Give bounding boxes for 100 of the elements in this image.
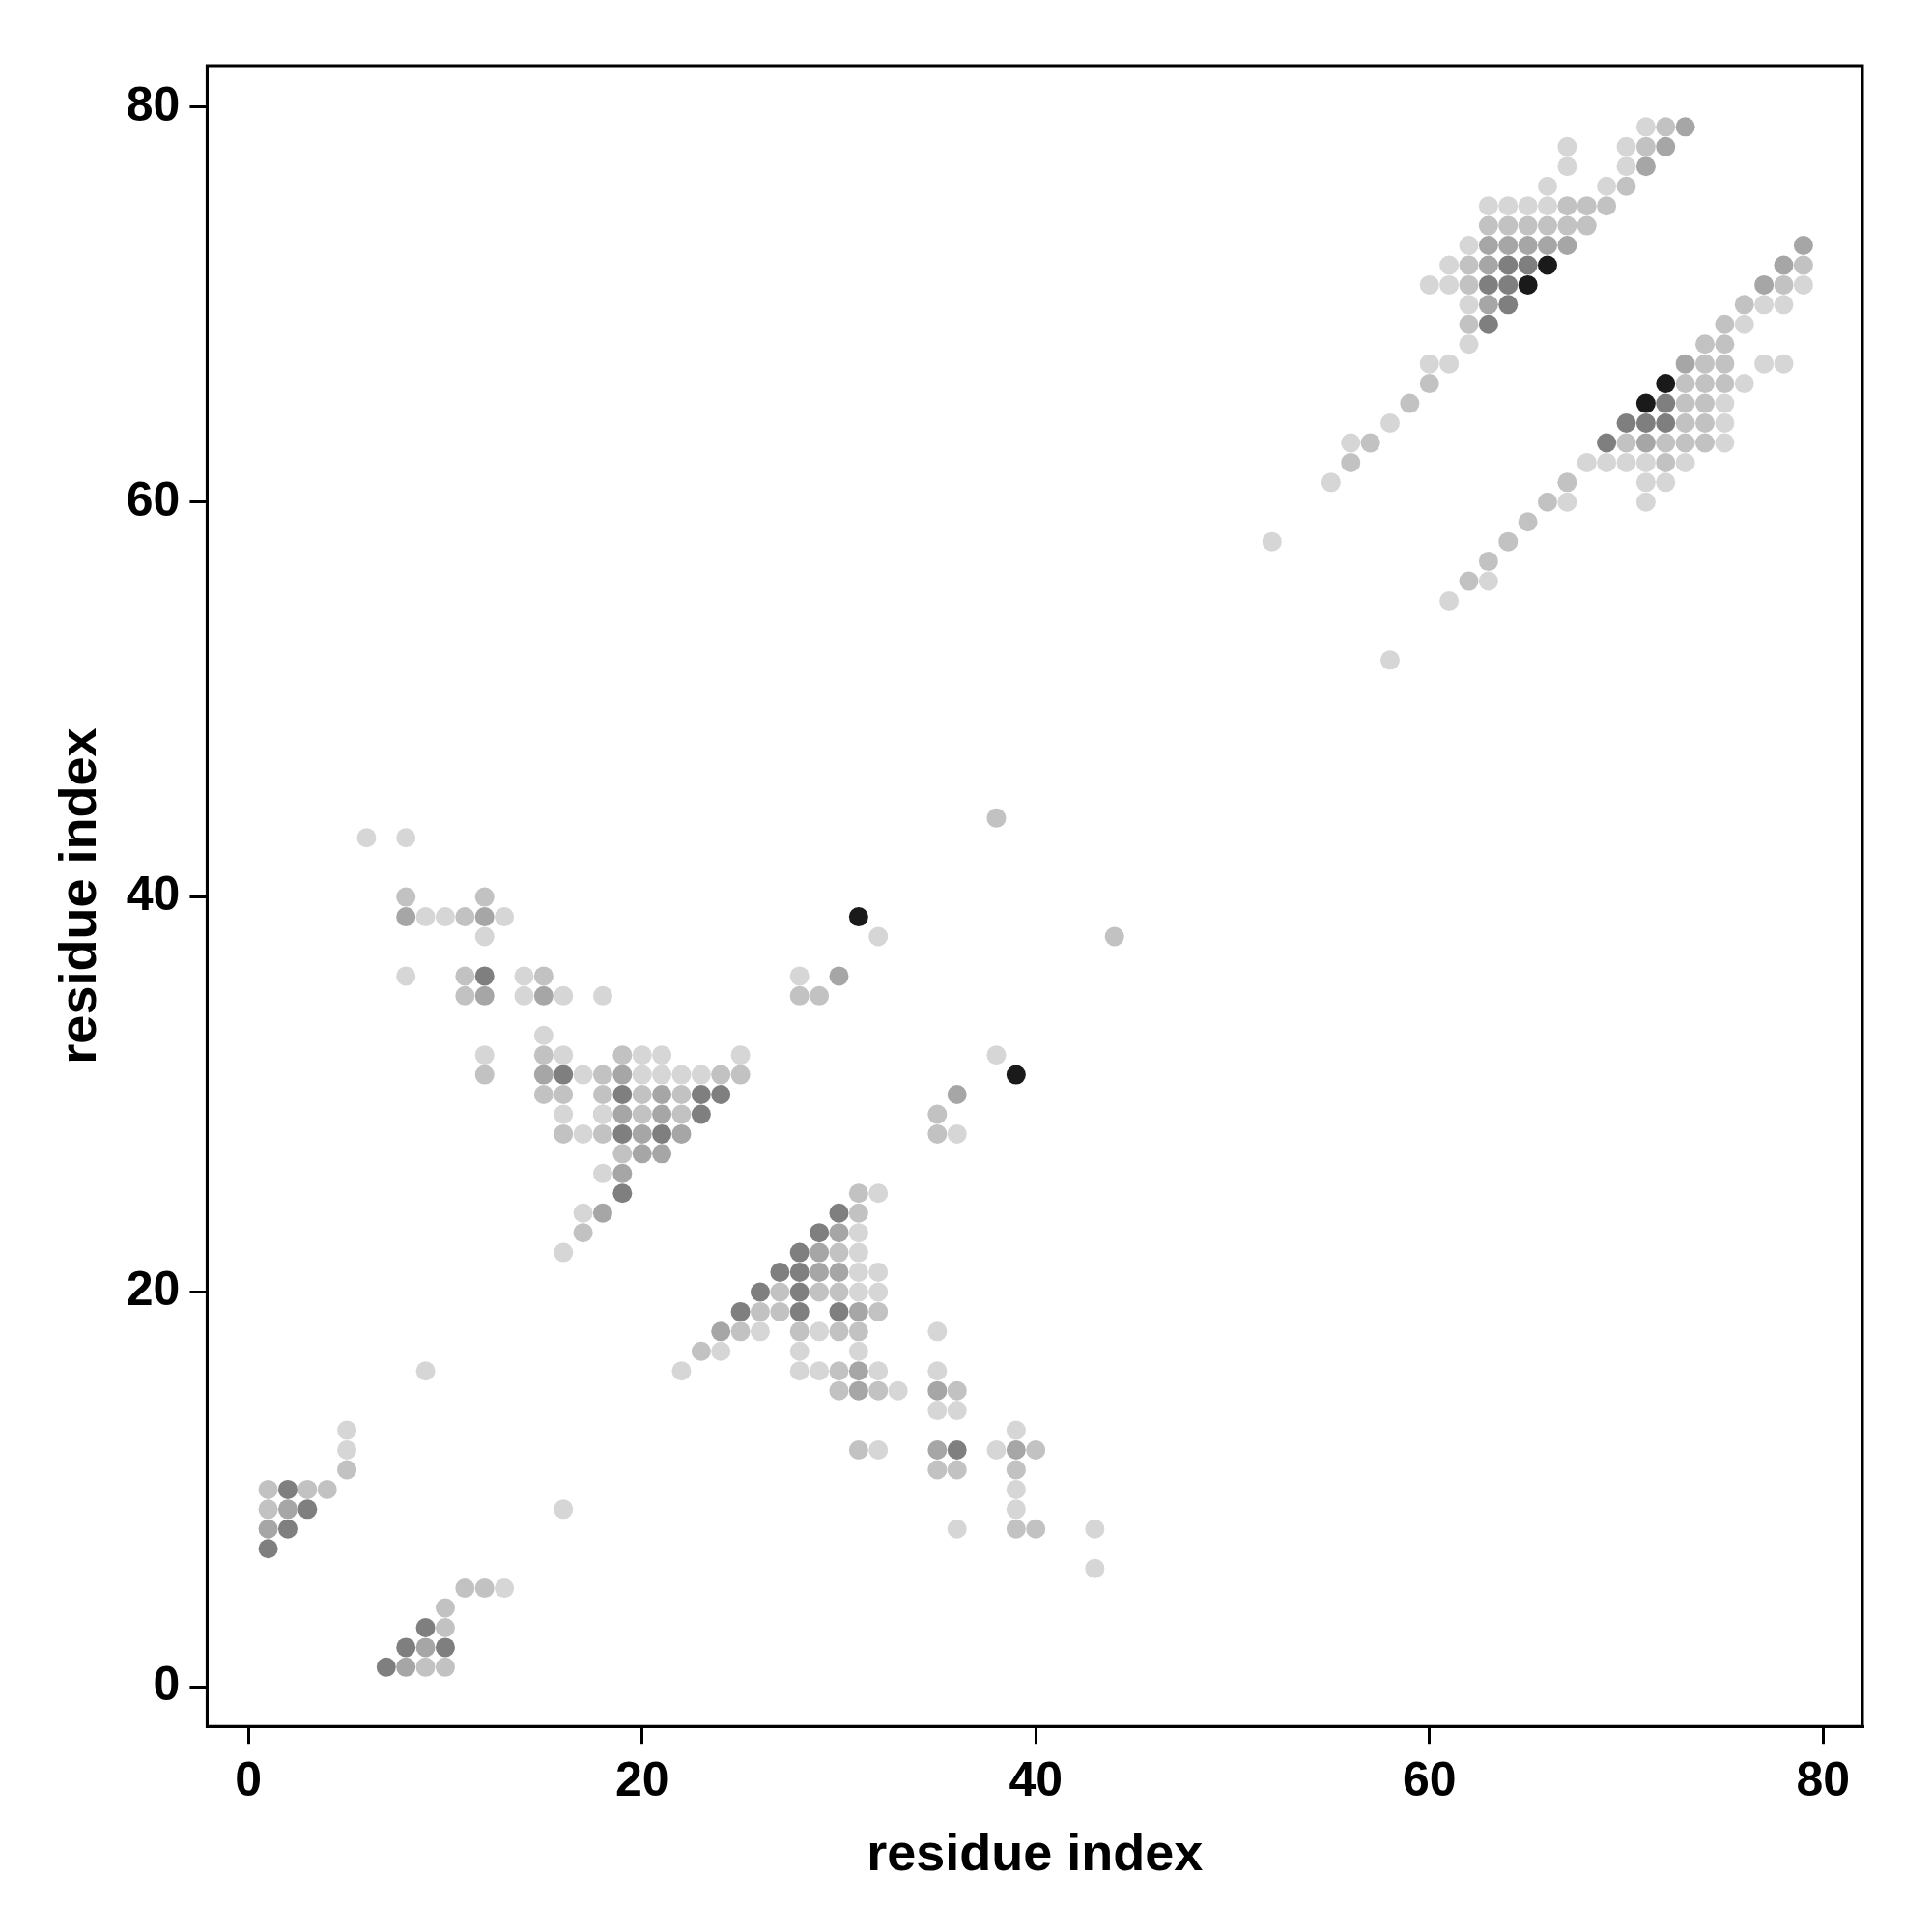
point <box>789 1301 810 1321</box>
point <box>691 1104 711 1124</box>
y-tick-label: 80 <box>126 76 181 131</box>
point <box>258 1519 278 1539</box>
point <box>1656 374 1676 394</box>
point <box>789 1282 810 1302</box>
point <box>612 1085 633 1105</box>
y-tick-label: 60 <box>126 471 181 526</box>
point <box>1656 136 1676 156</box>
point <box>435 1637 455 1658</box>
point <box>1754 274 1775 295</box>
point <box>1518 236 1538 256</box>
point <box>1675 354 1695 374</box>
y-tick-label: 40 <box>126 867 181 922</box>
point <box>671 1123 692 1144</box>
point <box>829 1263 849 1283</box>
point <box>1616 413 1636 434</box>
point <box>533 985 554 1006</box>
point <box>396 907 416 927</box>
point <box>789 1242 810 1263</box>
point <box>1635 393 1656 413</box>
point <box>277 1479 298 1499</box>
point <box>730 1301 751 1321</box>
x-tick-label: 40 <box>1009 1751 1064 1806</box>
point <box>1478 274 1498 295</box>
point <box>1635 433 1656 453</box>
point <box>1498 274 1519 295</box>
point <box>1656 393 1676 413</box>
x-tick-label: 20 <box>614 1751 669 1806</box>
point <box>1498 255 1519 275</box>
point <box>1557 236 1577 256</box>
point <box>947 1085 967 1105</box>
point <box>810 1242 830 1263</box>
point <box>1006 1065 1026 1085</box>
point <box>277 1519 298 1539</box>
point <box>1518 274 1538 295</box>
point <box>789 1263 810 1283</box>
point <box>474 966 495 986</box>
point <box>612 1163 633 1183</box>
x-tick-label: 0 <box>235 1751 263 1806</box>
point <box>927 1380 948 1401</box>
point <box>1656 413 1676 434</box>
x-tick-label: 80 <box>1796 1751 1851 1806</box>
x-axis-title: residue index <box>867 1823 1204 1882</box>
point <box>711 1085 731 1105</box>
y-axis-title: residue index <box>48 727 107 1065</box>
point <box>415 1637 436 1658</box>
point <box>1675 117 1695 137</box>
point <box>711 1321 731 1342</box>
point <box>691 1085 711 1105</box>
point <box>592 1203 612 1223</box>
point <box>376 1657 396 1677</box>
point <box>1478 314 1498 334</box>
point <box>1597 433 1617 453</box>
point <box>533 1065 554 1085</box>
point <box>612 1065 633 1085</box>
x-tick-label: 60 <box>1402 1751 1457 1806</box>
point <box>1478 255 1498 275</box>
point <box>1635 156 1656 177</box>
point <box>1774 255 1794 275</box>
point <box>652 1123 672 1144</box>
point <box>1478 236 1498 256</box>
point <box>1635 413 1656 434</box>
point <box>632 1123 652 1144</box>
point <box>848 1301 868 1321</box>
point <box>474 907 495 927</box>
point <box>298 1499 318 1520</box>
point <box>750 1282 770 1302</box>
point <box>612 1183 633 1204</box>
point <box>277 1499 298 1520</box>
point <box>554 1065 574 1085</box>
y-tick-label: 20 <box>126 1262 181 1317</box>
point <box>652 1085 672 1105</box>
point <box>1478 295 1498 315</box>
point <box>1793 236 1813 256</box>
point <box>612 1123 633 1144</box>
point <box>396 1637 416 1658</box>
point <box>770 1263 790 1283</box>
point <box>947 1440 967 1461</box>
y-tick-label: 0 <box>153 1657 181 1712</box>
point <box>1498 295 1519 315</box>
point <box>1498 236 1519 256</box>
point <box>1537 255 1557 275</box>
point <box>258 1539 278 1559</box>
point <box>632 1144 652 1164</box>
point <box>1006 1440 1026 1461</box>
point <box>829 966 849 986</box>
point <box>612 1104 633 1124</box>
point <box>810 1223 830 1243</box>
point <box>829 1223 849 1243</box>
point <box>1537 236 1557 256</box>
point <box>474 985 495 1006</box>
point <box>829 1203 849 1223</box>
point <box>848 1361 868 1381</box>
point <box>652 1144 672 1164</box>
point <box>848 1380 868 1401</box>
point <box>848 907 868 927</box>
point <box>810 1263 830 1283</box>
point <box>927 1440 948 1461</box>
point <box>652 1104 672 1124</box>
